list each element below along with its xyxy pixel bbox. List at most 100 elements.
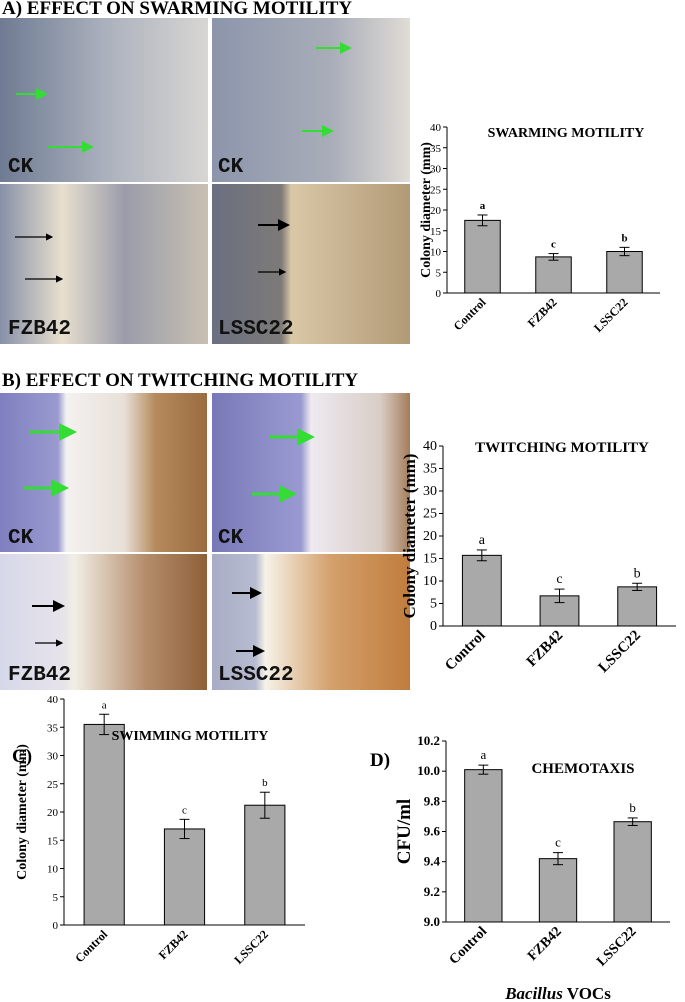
y-tick-label: 40 [47,694,59,706]
y-axis-label: Colony diameter (mm) [15,744,30,880]
y-axis-label: Colony diameter (mm) [419,142,434,278]
bar [83,723,125,926]
photo-label: FZB42 [8,664,71,687]
y-tick-label: 5 [430,597,437,612]
bar [163,828,206,926]
y-tick-label: 5 [53,892,59,904]
error-bar [619,246,630,257]
y-tick-label: 10.0 [417,763,440,778]
bar [613,821,652,923]
significance-letter: a [480,747,486,762]
significance-letter: b [629,800,636,815]
y-tick-label: 10 [47,864,59,876]
error-bar [548,253,559,261]
x-tick-label: FZB42 [525,924,565,964]
error-bar [259,791,270,819]
y-tick-label: 30 [430,164,442,176]
y-tick-label: 10 [423,574,437,589]
y-tick-label: 35 [423,462,437,477]
photos [0,18,410,690]
arrows [15,42,352,657]
significance-letter: a [102,699,107,711]
y-tick-label: 40 [430,122,442,134]
y-tick-label: 25 [423,507,437,522]
significance-letter: a [479,533,486,548]
panel-heading: D) [370,750,390,771]
bar [538,858,578,923]
chart-title: CHEMOTAXIS [531,761,634,777]
y-tick-label: 0 [53,920,59,932]
photo [212,18,410,182]
y-axis-label: CFU/ml [394,799,415,864]
photo-label: LSSC22 [218,318,294,341]
x-tick-label: FZB42 [524,628,567,671]
photo-label: CK [218,156,244,179]
photo-label: LSSC22 [218,664,294,687]
y-tick-label: 9.6 [424,824,441,839]
bar [461,554,502,627]
y-tick-label: 10.2 [417,733,440,748]
y-tick-label: 35 [430,143,442,155]
bar [244,804,286,926]
y-tick-label: 15 [430,226,442,238]
x-tick-label: Control [72,927,110,965]
photo-label: CK [8,527,34,550]
panel-heading: C) [12,746,32,767]
photo [212,554,410,690]
chart-title: SWIMMING MOTILITY [112,729,269,744]
photo [0,554,207,690]
photo [0,184,208,344]
chart-title: TWITCHING MOTILITY [475,440,649,456]
x-tick-label: LSSC22 [591,295,631,335]
x-axis-label-part: Bacillus [504,984,563,1002]
chart-title: SWARMING MOTILITY [488,126,645,141]
photo-label: CK [8,156,34,179]
y-axis-label: Colony diameter (mm) [400,454,419,619]
panel-heading: B) EFFECT ON TWITCHING MOTILITY [2,370,358,391]
y-tick-label: 9.2 [424,884,440,899]
error-bar [554,588,565,604]
photo [0,18,208,182]
y-tick-label: 40 [423,439,437,454]
y-tick-label: 9.8 [424,793,441,808]
x-tick-label: FZB42 [156,927,191,962]
error-bar [99,713,110,736]
significance-letter: b [262,777,268,789]
x-tick-label: LSSC22 [594,924,639,969]
x-tick-label: Control [447,924,491,968]
photo-label: CK [218,527,244,550]
y-tick-label: 30 [47,751,59,763]
y-tick-label: 35 [47,722,59,734]
x-axis-label: Bacillus VOCs [504,984,611,1002]
x-tick-label: Control [451,295,489,333]
x-tick-label: Control [442,628,488,674]
y-tick-label: 20 [47,807,59,819]
y-tick-label: 9.4 [424,854,441,869]
x-tick-label: LSSC22 [596,628,644,676]
error-bar [476,549,487,562]
bar [535,256,572,294]
y-tick-label: 25 [47,779,59,791]
significance-letter: c [555,835,561,850]
bar [617,586,658,627]
significance-letter: c [556,572,562,587]
y-tick-label: 0 [436,288,442,300]
y-tick-label: 10 [430,247,442,259]
x-tick-label: FZB42 [525,295,560,330]
significance-letter: c [182,804,187,816]
error-bar [553,852,563,866]
y-tick-label: 20 [423,529,437,544]
error-bar [478,764,489,775]
y-tick-label: 20 [430,205,442,217]
error-bar [477,214,488,227]
significance-letter: b [621,232,627,244]
y-tick-label: 15 [423,552,437,567]
bar [606,251,643,294]
y-tick-label: 25 [430,184,442,196]
photo [212,184,410,344]
significance-letter: c [551,239,556,251]
y-tick-label: 9.0 [424,914,440,929]
y-tick-label: 5 [436,267,442,279]
photo [212,393,410,552]
